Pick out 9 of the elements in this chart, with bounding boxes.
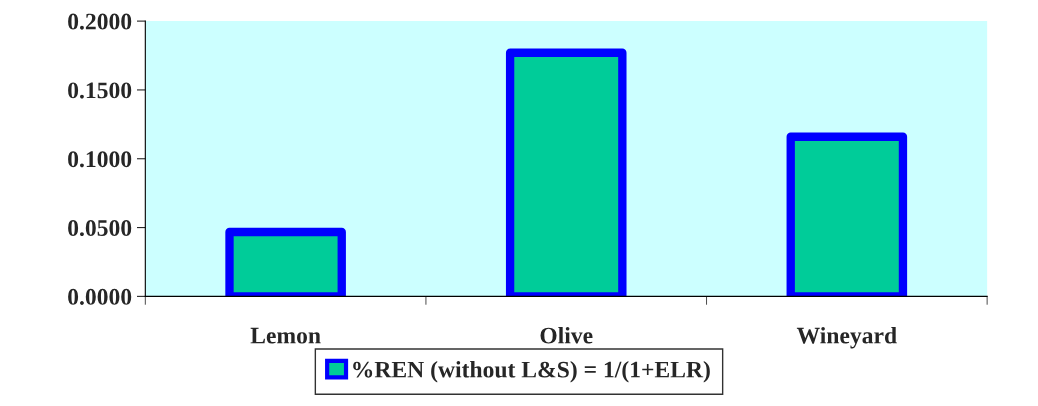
y-tick-label: 0.0500 <box>68 220 132 237</box>
x-tick-label: Wineyard <box>796 326 897 349</box>
x-tick-label: Olive <box>540 326 593 344</box>
x-tick-label: Lemon <box>250 327 321 344</box>
legend-label: %REN (without L&S) = 1/(1+ELR) <box>353 360 710 383</box>
y-tick-label: 0.0000 <box>68 288 132 305</box>
y-tick-label: 0.1500 <box>68 82 132 99</box>
y-tick-label: 0.1000 <box>68 151 132 168</box>
y-tick-label: 0.2000 <box>68 13 132 30</box>
